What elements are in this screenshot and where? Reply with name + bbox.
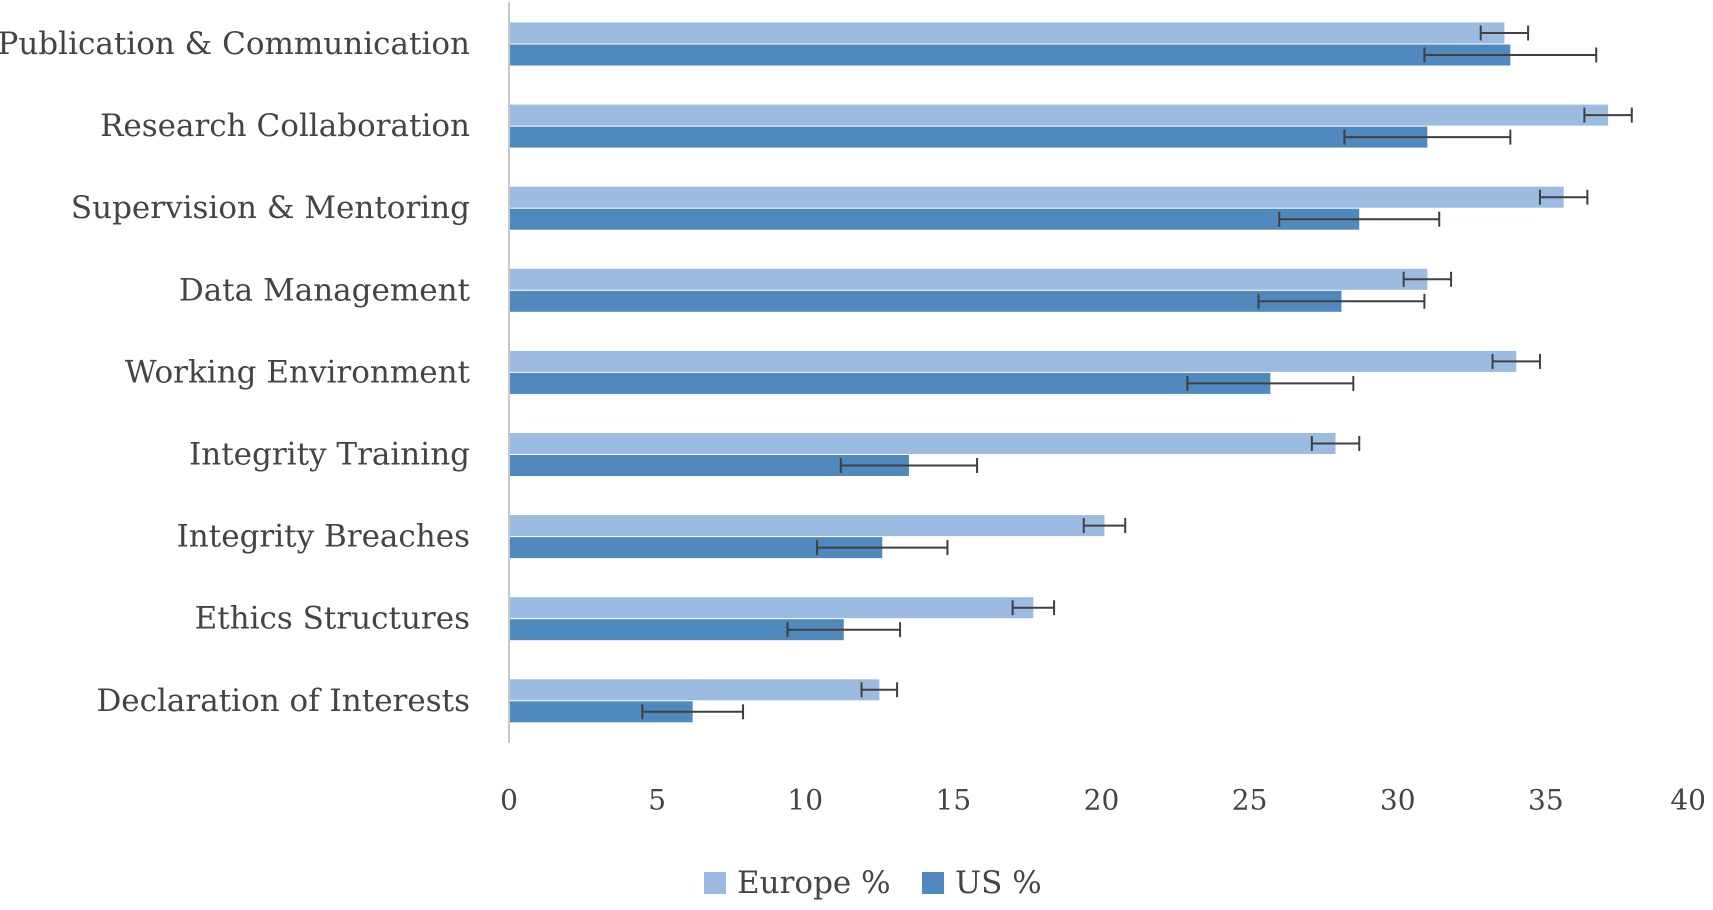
europe-bar bbox=[509, 515, 1105, 537]
europe-bar bbox=[509, 350, 1517, 372]
legend-swatch-europe bbox=[704, 872, 726, 894]
x-tick-label: 35 bbox=[1528, 784, 1564, 817]
x-tick-label: 10 bbox=[787, 784, 823, 817]
x-tick-label: 40 bbox=[1670, 784, 1706, 817]
x-tick-label: 0 bbox=[500, 784, 518, 817]
bars-group bbox=[509, 22, 1609, 723]
category-label: Research Collaboration bbox=[100, 108, 470, 144]
europe-bar bbox=[509, 597, 1034, 619]
europe-bar bbox=[509, 679, 880, 701]
europe-bar bbox=[509, 268, 1428, 290]
legend-label: US % bbox=[955, 865, 1042, 901]
category-label: Ethics Structures bbox=[195, 601, 470, 637]
category-label: Declaration of Interests bbox=[96, 683, 470, 719]
category-label: Supervision & Mentoring bbox=[71, 190, 470, 226]
europe-bar bbox=[509, 186, 1564, 208]
us-bar bbox=[509, 44, 1511, 66]
us-bar bbox=[509, 208, 1360, 230]
x-tick-label: 15 bbox=[936, 784, 972, 817]
europe-bar bbox=[509, 104, 1609, 126]
us-bar bbox=[509, 455, 909, 476]
x-tick-label: 5 bbox=[648, 784, 666, 817]
x-tick-label: 25 bbox=[1232, 784, 1268, 817]
us-bar bbox=[509, 537, 883, 559]
europe-bar bbox=[509, 433, 1336, 454]
us-bar bbox=[509, 619, 844, 641]
category-label: Data Management bbox=[179, 272, 471, 308]
x-tick-label: 30 bbox=[1380, 784, 1416, 817]
category-label: Publication & Communication bbox=[0, 26, 470, 62]
legend-swatch-us bbox=[922, 872, 944, 894]
x-tick-labels-group: 0 5 10 15 20 25 30 35 40 bbox=[500, 784, 1706, 817]
us-bar bbox=[509, 290, 1342, 312]
x-tick-label: 20 bbox=[1084, 784, 1120, 817]
us-bar bbox=[509, 701, 693, 723]
error-bars-group bbox=[641, 25, 1633, 720]
us-bar bbox=[509, 126, 1428, 148]
category-label: Integrity Training bbox=[189, 437, 470, 473]
category-label: Working Environment bbox=[125, 354, 471, 390]
legend-label: Europe % bbox=[737, 865, 891, 901]
category-labels-group: Publication & Communication Research Coll… bbox=[0, 26, 471, 719]
us-bar bbox=[509, 372, 1271, 394]
category-label: Integrity Breaches bbox=[177, 519, 470, 555]
europe-bar bbox=[509, 22, 1505, 44]
legend: Europe % US % bbox=[704, 865, 1042, 901]
